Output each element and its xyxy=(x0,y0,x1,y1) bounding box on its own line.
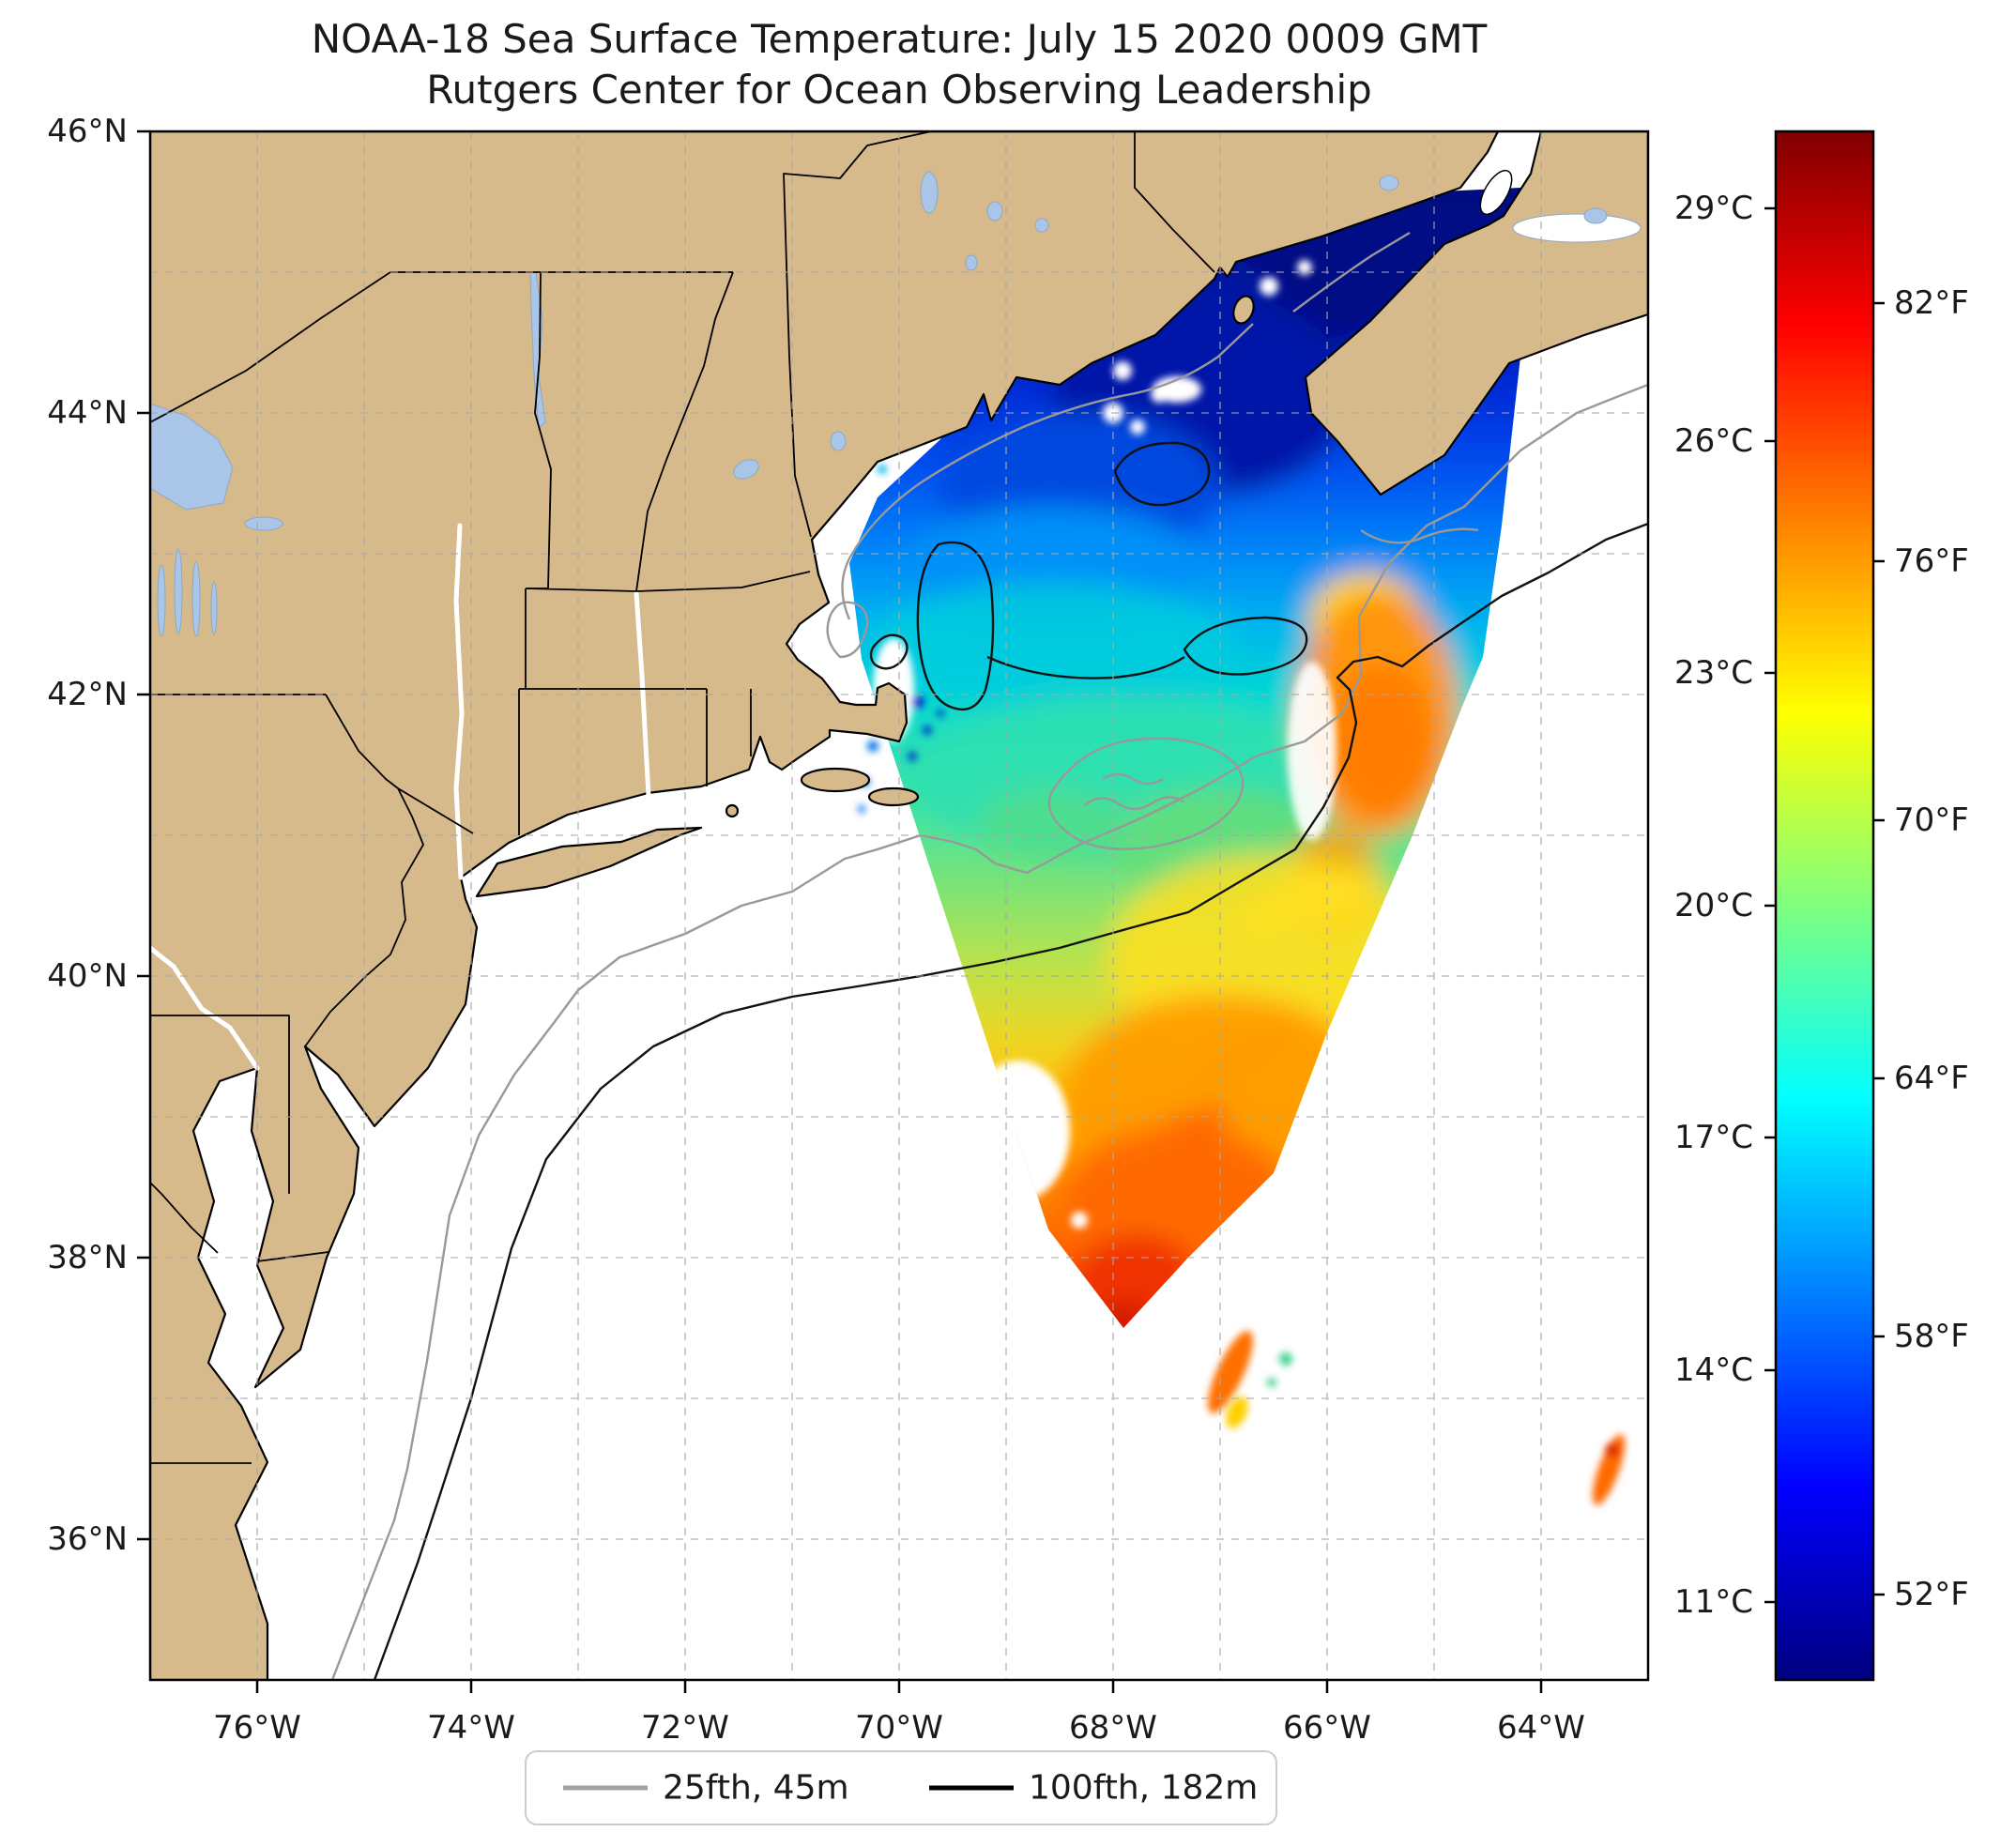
land-masses xyxy=(150,131,1648,1680)
title-line-2: Rutgers Center for Ocean Observing Leade… xyxy=(426,67,1372,113)
hudson-river xyxy=(453,523,465,880)
legend: 25fth, 45m 100fth, 182m xyxy=(525,1750,1277,1825)
graticule xyxy=(150,131,1648,1680)
lon-axis-labels: 76°W 74°W 72°W 70°W 68°W 66°W 64°W xyxy=(213,1709,1585,1747)
legend-box xyxy=(525,1750,1277,1825)
colorbar-f-label: 70°F xyxy=(1894,801,1969,839)
long-island xyxy=(475,826,703,898)
minas-basin xyxy=(1512,213,1642,243)
lakes xyxy=(150,171,1608,637)
lon-tick-label: 64°W xyxy=(1497,1709,1585,1747)
colorbar-f-label: 82°F xyxy=(1894,284,1969,322)
colorbar: 29°C 26°C 23°C 20°C 17°C 14°C 11°C 82°F … xyxy=(1674,130,1969,1682)
lat-tick-label: 46°N xyxy=(47,113,128,150)
lake-winnipesaukee xyxy=(733,459,759,480)
lon-tick-label: 70°W xyxy=(855,1709,943,1747)
grand-manan xyxy=(1232,295,1255,325)
legend-label-45m: 25fth, 45m xyxy=(663,1769,849,1808)
lon-tick-label: 66°W xyxy=(1283,1709,1371,1747)
colorbar-c-label: 26°C xyxy=(1674,422,1753,460)
colorbar-celsius-labels: 29°C 26°C 23°C 20°C 17°C 14°C 11°C xyxy=(1674,190,1753,1621)
colorbar-f-label: 76°F xyxy=(1894,542,1969,580)
colorbar-gradient xyxy=(1776,131,1873,1680)
legend-label-182m: 100fth, 182m xyxy=(1029,1769,1258,1808)
state-borders xyxy=(150,131,1215,1464)
chart-title: NOAA-18 Sea Surface Temperature: July 15… xyxy=(312,16,1488,113)
moosehead-lake xyxy=(920,171,939,214)
colorbar-c-label: 17°C xyxy=(1674,1119,1753,1156)
colorbar-c-label: 23°C xyxy=(1674,654,1753,692)
title-line-1: NOAA-18 Sea Surface Temperature: July 15… xyxy=(312,16,1488,62)
lat-tick-label: 38°N xyxy=(47,1239,128,1276)
chignecto-bay xyxy=(1479,169,1513,216)
oneida-lake xyxy=(244,516,283,531)
colorbar-ticks xyxy=(1764,206,1885,1604)
colorbar-c-label: 20°C xyxy=(1674,887,1753,924)
colorbar-c-label: 29°C xyxy=(1674,190,1753,227)
mainland-landmass xyxy=(150,131,1500,1680)
colorbar-f-label: 58°F xyxy=(1894,1318,1969,1355)
lon-tick-label: 68°W xyxy=(1069,1709,1157,1747)
colorbar-fahrenheit-labels: 82°F 76°F 70°F 64°F 58°F 52°F xyxy=(1894,284,1969,1613)
colorbar-f-label: 52°F xyxy=(1894,1576,1969,1613)
lat-tick-label: 36°N xyxy=(47,1520,128,1558)
isobath-182m xyxy=(373,441,1648,1680)
lat-tick-label: 40°N xyxy=(47,957,128,995)
lake-ontario xyxy=(150,403,234,511)
lon-tick-label: 72°W xyxy=(641,1709,729,1747)
colorbar-c-label: 11°C xyxy=(1674,1583,1753,1621)
map-plot-area xyxy=(150,131,1648,1680)
rivers xyxy=(150,523,651,1071)
connecticut-river xyxy=(634,590,651,799)
lon-tick-label: 74°W xyxy=(427,1709,515,1747)
susquehanna-river xyxy=(150,945,260,1071)
lon-tick-label: 76°W xyxy=(213,1709,301,1747)
axis-ticks xyxy=(137,130,1543,1693)
lat-tick-label: 44°N xyxy=(47,394,128,432)
marthas-vineyard xyxy=(800,767,871,793)
block-island xyxy=(725,803,740,818)
lat-axis-labels: 46°N 44°N 42°N 40°N 38°N 36°N xyxy=(47,113,128,1558)
nantucket xyxy=(867,786,920,807)
isobath-45m xyxy=(330,231,1648,1680)
lat-tick-label: 42°N xyxy=(47,676,128,713)
colorbar-c-label: 14°C xyxy=(1674,1351,1753,1389)
colorbar-f-label: 64°F xyxy=(1894,1060,1969,1097)
